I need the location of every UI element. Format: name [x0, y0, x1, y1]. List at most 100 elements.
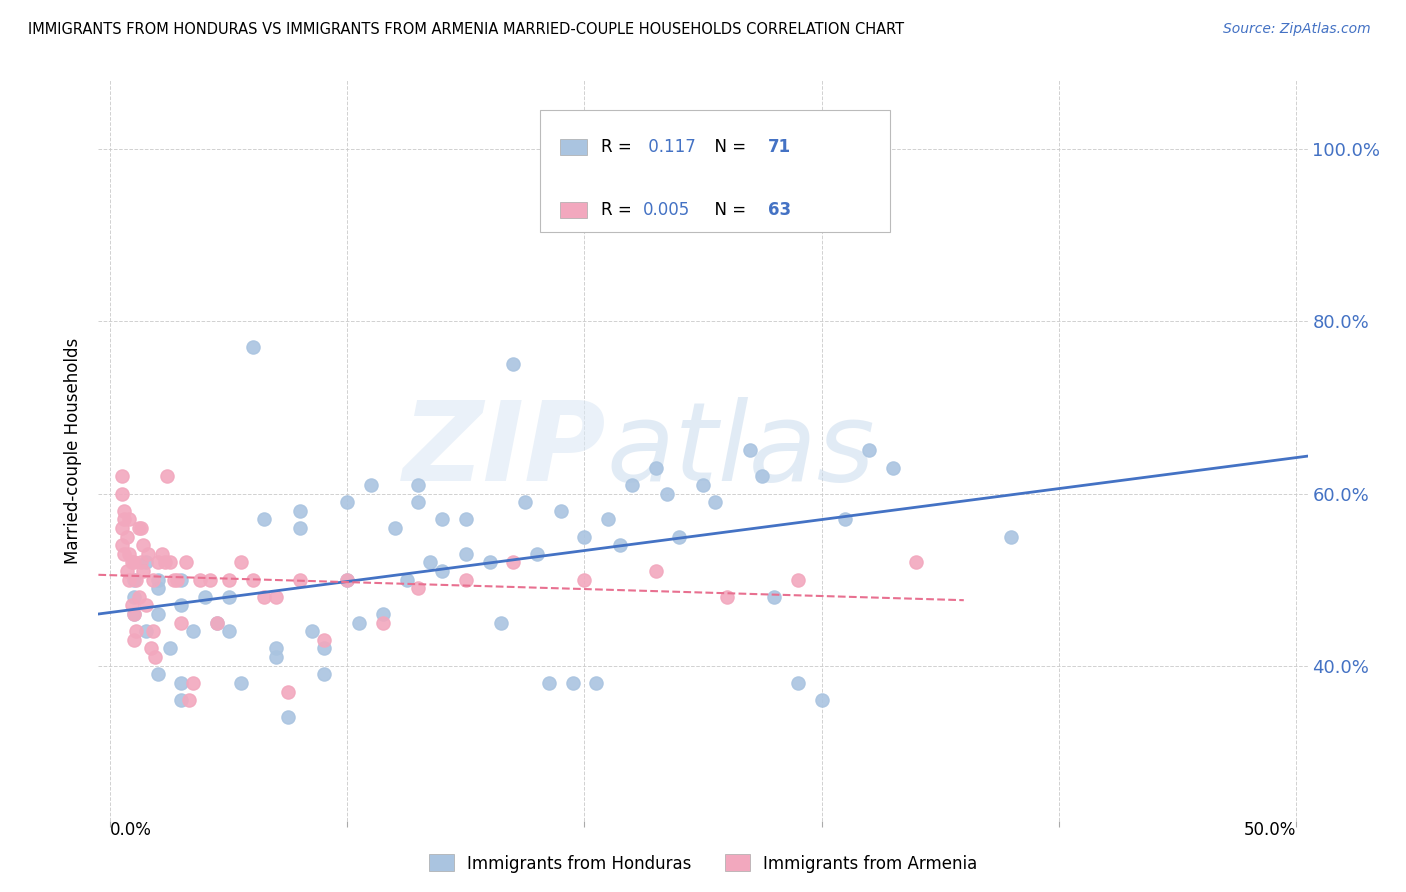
Point: [301, 624, 323, 639]
Point: [146, 667, 169, 681]
Point: [159, 641, 181, 656]
Point: [574, 530, 596, 544]
Point: [360, 478, 382, 492]
Point: [170, 693, 193, 707]
Point: [609, 538, 631, 552]
FancyBboxPatch shape: [540, 110, 890, 232]
Text: atlas: atlas: [606, 397, 875, 504]
Point: [205, 615, 228, 630]
Text: R =: R =: [602, 201, 637, 219]
Point: [336, 573, 359, 587]
Text: 50.0%: 50.0%: [1243, 821, 1296, 838]
Text: 0.117: 0.117: [643, 138, 696, 156]
Point: [526, 547, 548, 561]
Point: [408, 581, 430, 595]
Point: [190, 573, 212, 587]
Point: [146, 581, 169, 595]
Point: [288, 573, 311, 587]
Point: [491, 615, 513, 630]
Point: [170, 599, 193, 613]
Point: [129, 555, 152, 569]
Point: [751, 469, 773, 483]
Point: [118, 547, 141, 561]
Point: [111, 486, 134, 500]
Point: [336, 573, 359, 587]
Point: [121, 599, 143, 613]
Point: [125, 573, 148, 587]
Point: [454, 547, 477, 561]
Point: [644, 460, 666, 475]
Point: [205, 615, 228, 630]
Point: [198, 573, 221, 587]
Point: [288, 521, 311, 535]
Point: [156, 469, 179, 483]
Point: [229, 676, 252, 690]
Point: [585, 676, 607, 690]
Point: [834, 512, 856, 526]
Point: [166, 573, 188, 587]
Point: [136, 547, 159, 561]
Point: [264, 590, 287, 604]
Point: [143, 650, 166, 665]
Point: [882, 460, 904, 475]
Point: [288, 504, 311, 518]
Point: [146, 607, 169, 621]
Legend: Immigrants from Honduras, Immigrants from Armenia: Immigrants from Honduras, Immigrants fro…: [422, 847, 984, 880]
Point: [905, 555, 928, 569]
Text: 63: 63: [768, 201, 792, 219]
Point: [347, 615, 370, 630]
Point: [218, 624, 240, 639]
Point: [159, 555, 181, 569]
Point: [371, 607, 394, 621]
Point: [858, 443, 880, 458]
Point: [432, 512, 454, 526]
Point: [135, 599, 157, 613]
Point: [264, 650, 287, 665]
Point: [122, 607, 145, 621]
Text: N =: N =: [704, 138, 752, 156]
Point: [277, 710, 299, 724]
Point: [419, 555, 441, 569]
Point: [763, 590, 786, 604]
Point: [111, 469, 134, 483]
Point: [786, 676, 808, 690]
Point: [786, 573, 808, 587]
Point: [561, 676, 583, 690]
Point: [115, 564, 138, 578]
Point: [115, 530, 138, 544]
Point: [163, 573, 186, 587]
Point: [128, 521, 150, 535]
Point: [174, 555, 197, 569]
Point: [312, 632, 335, 647]
Point: [550, 504, 572, 518]
Point: [111, 538, 134, 552]
Point: [218, 590, 240, 604]
Point: [170, 676, 193, 690]
Point: [515, 495, 537, 509]
Point: [122, 607, 145, 621]
Point: [114, 547, 136, 561]
Point: [135, 624, 157, 639]
Point: [118, 573, 141, 587]
Point: [692, 478, 714, 492]
Point: [132, 564, 155, 578]
Point: [111, 521, 134, 535]
Point: [454, 512, 477, 526]
Text: 71: 71: [768, 138, 792, 156]
Text: 0.005: 0.005: [643, 201, 690, 219]
Point: [139, 641, 162, 656]
Point: [810, 693, 832, 707]
Point: [118, 512, 141, 526]
Point: [574, 573, 596, 587]
Point: [135, 555, 157, 569]
Point: [128, 590, 150, 604]
Text: 0.0%: 0.0%: [110, 821, 152, 838]
Point: [242, 573, 264, 587]
Point: [454, 573, 477, 587]
Point: [181, 676, 204, 690]
Point: [242, 340, 264, 354]
Point: [657, 486, 679, 500]
Point: [432, 564, 454, 578]
Point: [253, 512, 276, 526]
Point: [502, 357, 524, 371]
